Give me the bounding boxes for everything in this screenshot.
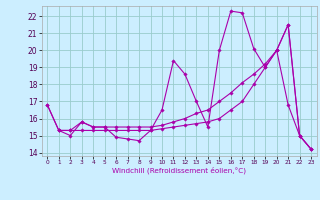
X-axis label: Windchill (Refroidissement éolien,°C): Windchill (Refroidissement éolien,°C): [112, 167, 246, 174]
